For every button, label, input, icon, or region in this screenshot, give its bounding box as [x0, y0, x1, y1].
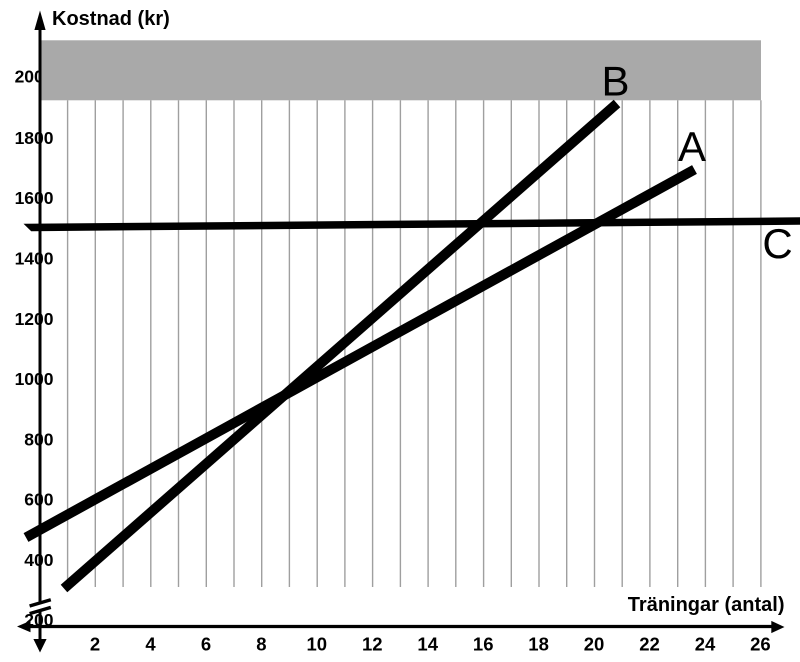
svg-text:22: 22 [639, 634, 660, 655]
svg-text:20: 20 [584, 634, 605, 655]
svg-text:1600: 1600 [15, 188, 54, 208]
svg-text:16: 16 [473, 634, 494, 655]
svg-text:26: 26 [750, 634, 771, 655]
svg-text:Träningar (antal): Träningar (antal) [628, 594, 785, 616]
svg-text:14: 14 [417, 634, 438, 655]
svg-text:Kostnad (kr): Kostnad (kr) [52, 8, 170, 30]
svg-text:2: 2 [90, 634, 100, 655]
svg-text:1000: 1000 [15, 369, 54, 389]
svg-text:12: 12 [362, 634, 383, 655]
svg-text:18: 18 [528, 634, 549, 655]
svg-text:10: 10 [307, 634, 328, 655]
svg-text:1200: 1200 [15, 309, 54, 329]
svg-text:1800: 1800 [15, 128, 54, 148]
svg-text:1400: 1400 [15, 249, 54, 269]
svg-text:A: A [678, 123, 706, 170]
svg-text:6: 6 [201, 634, 211, 655]
svg-text:4: 4 [145, 634, 156, 655]
svg-text:24: 24 [695, 634, 716, 655]
svg-text:C: C [762, 220, 792, 267]
svg-text:8: 8 [256, 634, 266, 655]
svg-text:B: B [601, 57, 629, 104]
